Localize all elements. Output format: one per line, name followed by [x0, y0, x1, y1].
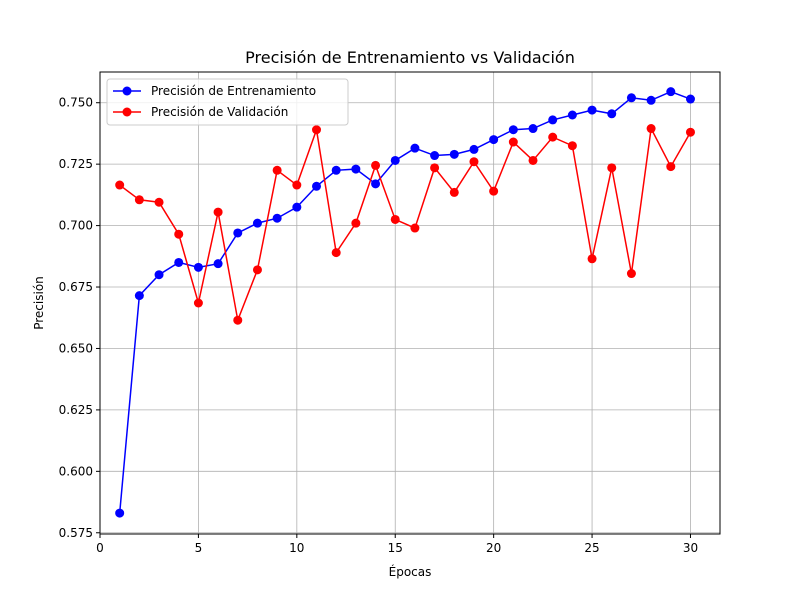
data-point — [371, 160, 381, 170]
data-point — [449, 149, 459, 159]
data-point — [213, 259, 223, 269]
data-point — [233, 315, 243, 325]
data-point — [134, 195, 144, 205]
x-tick-label: 5 — [195, 541, 203, 555]
data-point — [626, 93, 636, 103]
data-point — [193, 262, 203, 272]
y-tick-label: 0.725 — [59, 157, 93, 171]
data-point — [371, 179, 381, 189]
data-point — [272, 213, 282, 223]
data-point — [292, 180, 302, 190]
y-tick-label: 0.650 — [59, 341, 93, 355]
series-layer — [115, 87, 695, 518]
data-point — [312, 181, 322, 191]
data-point — [115, 180, 125, 190]
data-point — [154, 270, 164, 280]
data-point — [351, 164, 361, 174]
y-tick-label: 0.750 — [59, 96, 93, 110]
data-point — [174, 229, 184, 239]
data-point — [489, 186, 499, 196]
data-point — [528, 124, 538, 134]
data-point — [331, 165, 341, 175]
data-point — [449, 187, 459, 197]
data-point — [607, 109, 617, 119]
grid — [99, 72, 720, 534]
data-point — [134, 291, 144, 301]
legend-marker-val — [122, 107, 132, 117]
series-line — [119, 126, 692, 323]
data-point — [312, 125, 322, 135]
y-axis-label: Precisión — [32, 276, 46, 330]
data-point — [292, 202, 302, 212]
data-point — [272, 165, 282, 175]
data-point — [666, 162, 676, 172]
data-point — [508, 125, 518, 135]
data-point — [685, 127, 695, 137]
series-train — [115, 87, 695, 518]
data-point — [646, 124, 656, 134]
data-point — [430, 151, 440, 161]
y-tick-label: 0.625 — [59, 403, 93, 417]
data-point — [331, 248, 341, 258]
x-axis-label: Épocas — [389, 564, 432, 579]
y-axis: 0.575 0.600 0.625 0.650 0.675 0.700 0.725 0.750 — [59, 96, 100, 540]
data-point — [213, 207, 223, 217]
data-point — [548, 115, 558, 125]
data-point — [469, 144, 479, 154]
legend-marker-train — [122, 86, 132, 96]
data-point — [666, 87, 676, 97]
y-tick-label: 0.600 — [59, 464, 93, 478]
legend-label-val: Precisión de Validación — [151, 105, 288, 119]
data-point — [430, 163, 440, 173]
legend-label-train: Precisión de Entrenamiento — [151, 84, 316, 98]
data-point — [508, 137, 518, 147]
data-point — [115, 508, 125, 518]
data-point — [252, 218, 262, 228]
y-tick-label: 0.575 — [59, 526, 93, 540]
data-point — [567, 141, 577, 151]
x-tick-label: 25 — [584, 541, 599, 555]
x-tick-label: 30 — [683, 541, 698, 555]
x-tick-label: 0 — [96, 541, 104, 555]
data-point — [469, 157, 479, 167]
data-point — [390, 155, 400, 165]
y-tick-label: 0.675 — [59, 280, 93, 294]
data-point — [174, 257, 184, 267]
data-point — [607, 163, 617, 173]
data-point — [410, 223, 420, 233]
data-point — [548, 132, 558, 142]
data-point — [685, 94, 695, 104]
data-point — [193, 298, 203, 308]
series-val — [115, 124, 695, 325]
x-tick-label: 15 — [388, 541, 403, 555]
plot-frame — [99, 71, 721, 535]
data-point — [646, 95, 656, 105]
x-tick-label: 20 — [486, 541, 501, 555]
data-point — [626, 269, 636, 279]
data-point — [351, 218, 361, 228]
data-point — [567, 110, 577, 120]
data-point — [528, 155, 538, 165]
data-point — [489, 135, 499, 145]
legend-box — [106, 78, 349, 126]
data-point — [410, 143, 420, 153]
x-axis: 0 5 10 15 20 25 30 — [96, 534, 698, 555]
data-point — [154, 197, 164, 207]
x-tick-label: 10 — [289, 541, 304, 555]
data-point — [252, 265, 262, 275]
legend: Precisión de Entrenamiento Precisión de … — [106, 78, 349, 126]
data-point — [390, 214, 400, 224]
data-point — [233, 228, 243, 238]
data-point — [587, 254, 597, 264]
chart-title: Precisión de Entrenamiento vs Validación — [245, 48, 575, 67]
y-tick-label: 0.700 — [59, 219, 93, 233]
data-point — [587, 105, 597, 115]
